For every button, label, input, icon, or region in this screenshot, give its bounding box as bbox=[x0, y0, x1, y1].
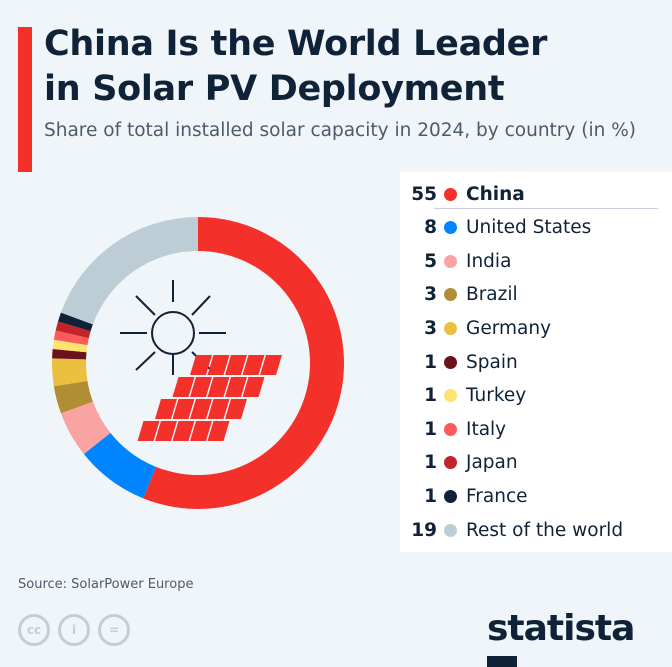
legend-value: 1 bbox=[424, 452, 437, 474]
legend-swatch bbox=[444, 254, 457, 268]
donut-slice-brazil bbox=[53, 380, 93, 414]
legend-divider bbox=[434, 208, 658, 209]
creative-commons-icon[interactable]: cc bbox=[18, 614, 50, 646]
legend-swatch bbox=[444, 456, 457, 470]
legend-swatch bbox=[444, 523, 457, 537]
donut-slice-japan bbox=[55, 321, 91, 339]
legend-value: 5 bbox=[424, 250, 437, 272]
title-accent-bar bbox=[18, 27, 32, 172]
legend-value: 3 bbox=[424, 317, 437, 339]
brand-name: statista bbox=[487, 608, 635, 649]
legend-value: 1 bbox=[424, 485, 437, 507]
no-derivatives-icon[interactable]: = bbox=[98, 614, 130, 646]
legend-item: 1 Turkey bbox=[400, 381, 672, 411]
legend-swatch bbox=[444, 221, 457, 235]
legend-label: United States bbox=[466, 217, 592, 239]
legend-swatch bbox=[444, 187, 457, 201]
legend-item: 3 Brazil bbox=[400, 280, 672, 310]
legend-value: 8 bbox=[424, 217, 437, 239]
legend: 55 China 8 United States 5 India 3 Brazil 3 Germa… bbox=[400, 172, 672, 552]
legend-label: India bbox=[466, 250, 512, 272]
legend-label: Italy bbox=[466, 418, 507, 440]
chart-title: China Is the World Leader in Solar PV De… bbox=[44, 22, 547, 112]
legend-item: 1 Japan bbox=[400, 448, 672, 478]
donut-slice-turkey bbox=[52, 339, 88, 353]
statista-logo[interactable]: statista bbox=[487, 608, 672, 667]
solar-panel-icon bbox=[137, 355, 282, 441]
legend-swatch bbox=[444, 321, 457, 335]
donut-slice-india bbox=[60, 401, 111, 455]
legend-item: 55 China bbox=[400, 179, 672, 209]
legend-value: 3 bbox=[424, 284, 437, 306]
legend-label: France bbox=[466, 485, 528, 507]
legend-label: Rest of the world bbox=[466, 519, 624, 541]
donut-slice-spain bbox=[52, 348, 87, 360]
legend-value: 55 bbox=[411, 183, 437, 205]
chart-subtitle: Share of total installed solar capacity … bbox=[44, 120, 636, 141]
legend-label: China bbox=[466, 183, 525, 205]
legend-value: 1 bbox=[424, 351, 437, 373]
donut-slice-italy bbox=[53, 330, 89, 346]
title-line-1: China Is the World Leader bbox=[44, 24, 548, 64]
legend-item: 1 France bbox=[400, 481, 672, 511]
legend-item: 5 India bbox=[400, 246, 672, 276]
donut-chart bbox=[52, 217, 345, 510]
legend-swatch bbox=[444, 355, 457, 369]
legend-value: 19 bbox=[411, 519, 437, 541]
legend-item: 8 United States bbox=[400, 213, 672, 243]
legend-label: Japan bbox=[466, 452, 518, 474]
source-note: Source: SolarPower Europe bbox=[18, 577, 194, 592]
title-line-2: in Solar PV Deployment bbox=[44, 69, 505, 109]
legend-item: 1 Spain bbox=[400, 347, 672, 377]
legend-value: 1 bbox=[424, 385, 437, 407]
statista-logo-mark-icon bbox=[487, 656, 517, 667]
legend-swatch bbox=[444, 288, 457, 302]
sun-icon bbox=[120, 280, 226, 375]
donut-slice-united-states bbox=[83, 432, 156, 499]
donut-slice-rest-of-the-world bbox=[60, 217, 198, 325]
legend-swatch bbox=[444, 389, 457, 403]
legend-item: 1 Italy bbox=[400, 414, 672, 444]
donut-slice-china bbox=[143, 217, 345, 510]
legend-item: 3 Germany bbox=[400, 313, 672, 343]
legend-item: 19 Rest of the world bbox=[400, 515, 672, 545]
legend-swatch bbox=[444, 489, 457, 503]
legend-value: 1 bbox=[424, 418, 437, 440]
attribution-icon[interactable]: i bbox=[58, 614, 90, 646]
legend-label: Spain bbox=[466, 351, 518, 373]
legend-label: Brazil bbox=[466, 284, 518, 306]
legend-label: Turkey bbox=[466, 385, 527, 407]
legend-swatch bbox=[444, 422, 457, 436]
donut-slice-germany bbox=[52, 358, 88, 387]
legend-label: Germany bbox=[466, 317, 552, 339]
donut-slice-france bbox=[58, 312, 93, 332]
